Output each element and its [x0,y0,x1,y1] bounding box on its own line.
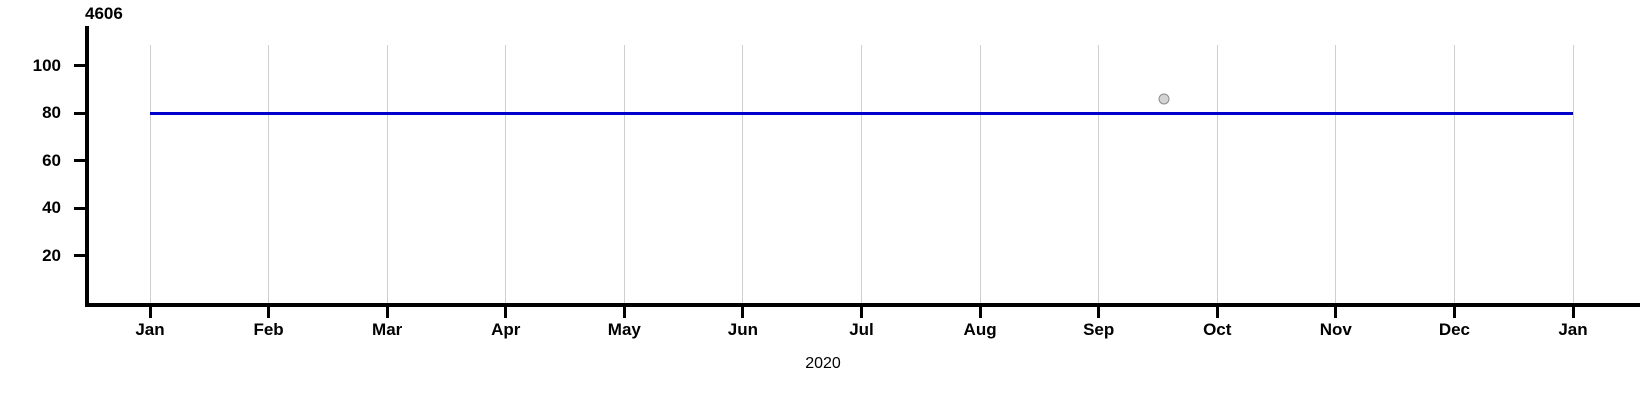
gridline-vertical [979,45,981,303]
gridline-vertical [149,45,151,303]
gridline-vertical [1572,45,1574,303]
y-axis-tick-label: 40 [42,198,61,218]
gridline-vertical [268,45,270,303]
x-axis-tick [385,307,389,318]
x-axis-line [85,303,1640,307]
y-axis-tick-label: 100 [32,55,61,75]
y-axis-tick [74,254,85,258]
x-axis-tick [1334,307,1338,318]
gridline-vertical [386,45,388,303]
x-axis-tick-label: Nov [1319,320,1352,339]
x-axis-tick-label: Apr [491,320,521,339]
x-axis-tick-label: Dec [1438,320,1470,339]
x-axis-tick [978,307,982,318]
gridline-vertical [1453,45,1455,303]
x-axis-tick-label: May [607,320,641,339]
y-axis-line [85,26,89,307]
x-axis-title: 2020 [805,355,841,372]
gridline-vertical [861,45,862,303]
x-axis-tick-label: Mar [372,320,403,339]
x-axis-tick [622,307,626,318]
y-axis-tick-label: 80 [42,103,61,123]
gridline-vertical [1335,45,1337,303]
x-axis-tick [504,307,508,318]
x-axis-tick [1452,307,1456,318]
x-axis-tick-label: Sep [1083,320,1115,339]
data-point-marker[interactable] [1158,93,1170,105]
gridline-vertical [505,45,507,303]
x-axis-tick [1215,307,1219,318]
y-axis-tick-label: 20 [42,245,61,265]
x-axis-tick-label: Jan [1558,320,1588,339]
x-axis-tick [1571,307,1575,318]
x-axis-tick-label: Aug [963,320,997,339]
y-axis-tick [74,64,85,68]
y-axis-tick [74,206,85,210]
y-axis-tick-label: 60 [42,150,61,170]
series-line-confidence-threshold [150,111,1573,115]
chart-title: 4606 [85,4,123,23]
y-axis-tick [74,111,85,115]
x-axis-tick [148,307,152,318]
x-axis-tick-label: Oct [1203,320,1232,339]
y-axis-tick [74,159,85,163]
x-axis-tick-label: Feb [253,320,284,339]
x-axis-tick [267,307,271,318]
x-axis-tick [741,307,745,318]
gridline-vertical [1098,45,1100,303]
x-axis-tick-label: Jan [135,320,165,339]
gridline-vertical [1216,45,1218,303]
gridline-vertical [742,45,744,303]
x-axis-tick-label: Jul [849,320,874,339]
x-axis-tick [860,307,863,318]
x-axis-tick [1097,307,1101,318]
gridline-vertical [623,45,625,303]
x-axis-tick-label: Jun [727,320,759,339]
